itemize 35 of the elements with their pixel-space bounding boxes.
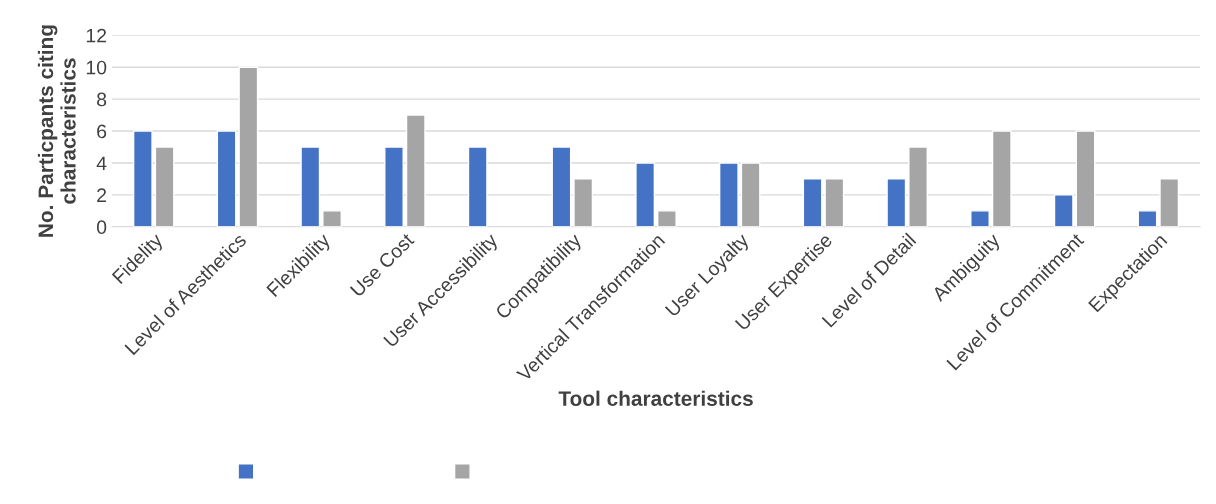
x-tick-label: Use Cost — [349, 232, 415, 298]
bar — [970, 210, 990, 227]
bar — [238, 66, 259, 227]
bar — [718, 162, 739, 227]
bar — [886, 178, 907, 227]
bar — [551, 146, 572, 227]
y-tick-label: 0 — [96, 220, 107, 235]
bar — [1137, 210, 1158, 227]
bar — [1075, 130, 1096, 227]
bar — [384, 146, 404, 227]
bar — [824, 178, 845, 227]
bar — [154, 146, 175, 227]
y-tick-label: 2 — [97, 188, 107, 202]
y-axis-title: No. Particpants citing characteristics — [37, 25, 76, 237]
y-tick-label: 4 — [96, 156, 107, 171]
y-tick-label: 12 — [86, 28, 107, 43]
bar — [991, 130, 1012, 227]
y-tick-label: 10 — [86, 60, 107, 75]
bar — [132, 130, 153, 227]
bar — [573, 178, 594, 227]
bar — [802, 178, 823, 227]
bar — [1053, 194, 1074, 227]
y-tick-label: 8 — [97, 92, 107, 107]
bar — [657, 210, 677, 227]
bar — [322, 210, 342, 227]
bar — [300, 146, 321, 227]
bar — [1159, 178, 1180, 227]
bar — [405, 114, 426, 227]
y-tick-label: 6 — [97, 124, 107, 139]
x-axis-title: Tool characteristics — [558, 390, 753, 406]
bar — [635, 162, 656, 227]
bar — [467, 146, 488, 227]
bar — [908, 146, 928, 227]
bar — [740, 162, 761, 227]
bar — [216, 130, 237, 227]
